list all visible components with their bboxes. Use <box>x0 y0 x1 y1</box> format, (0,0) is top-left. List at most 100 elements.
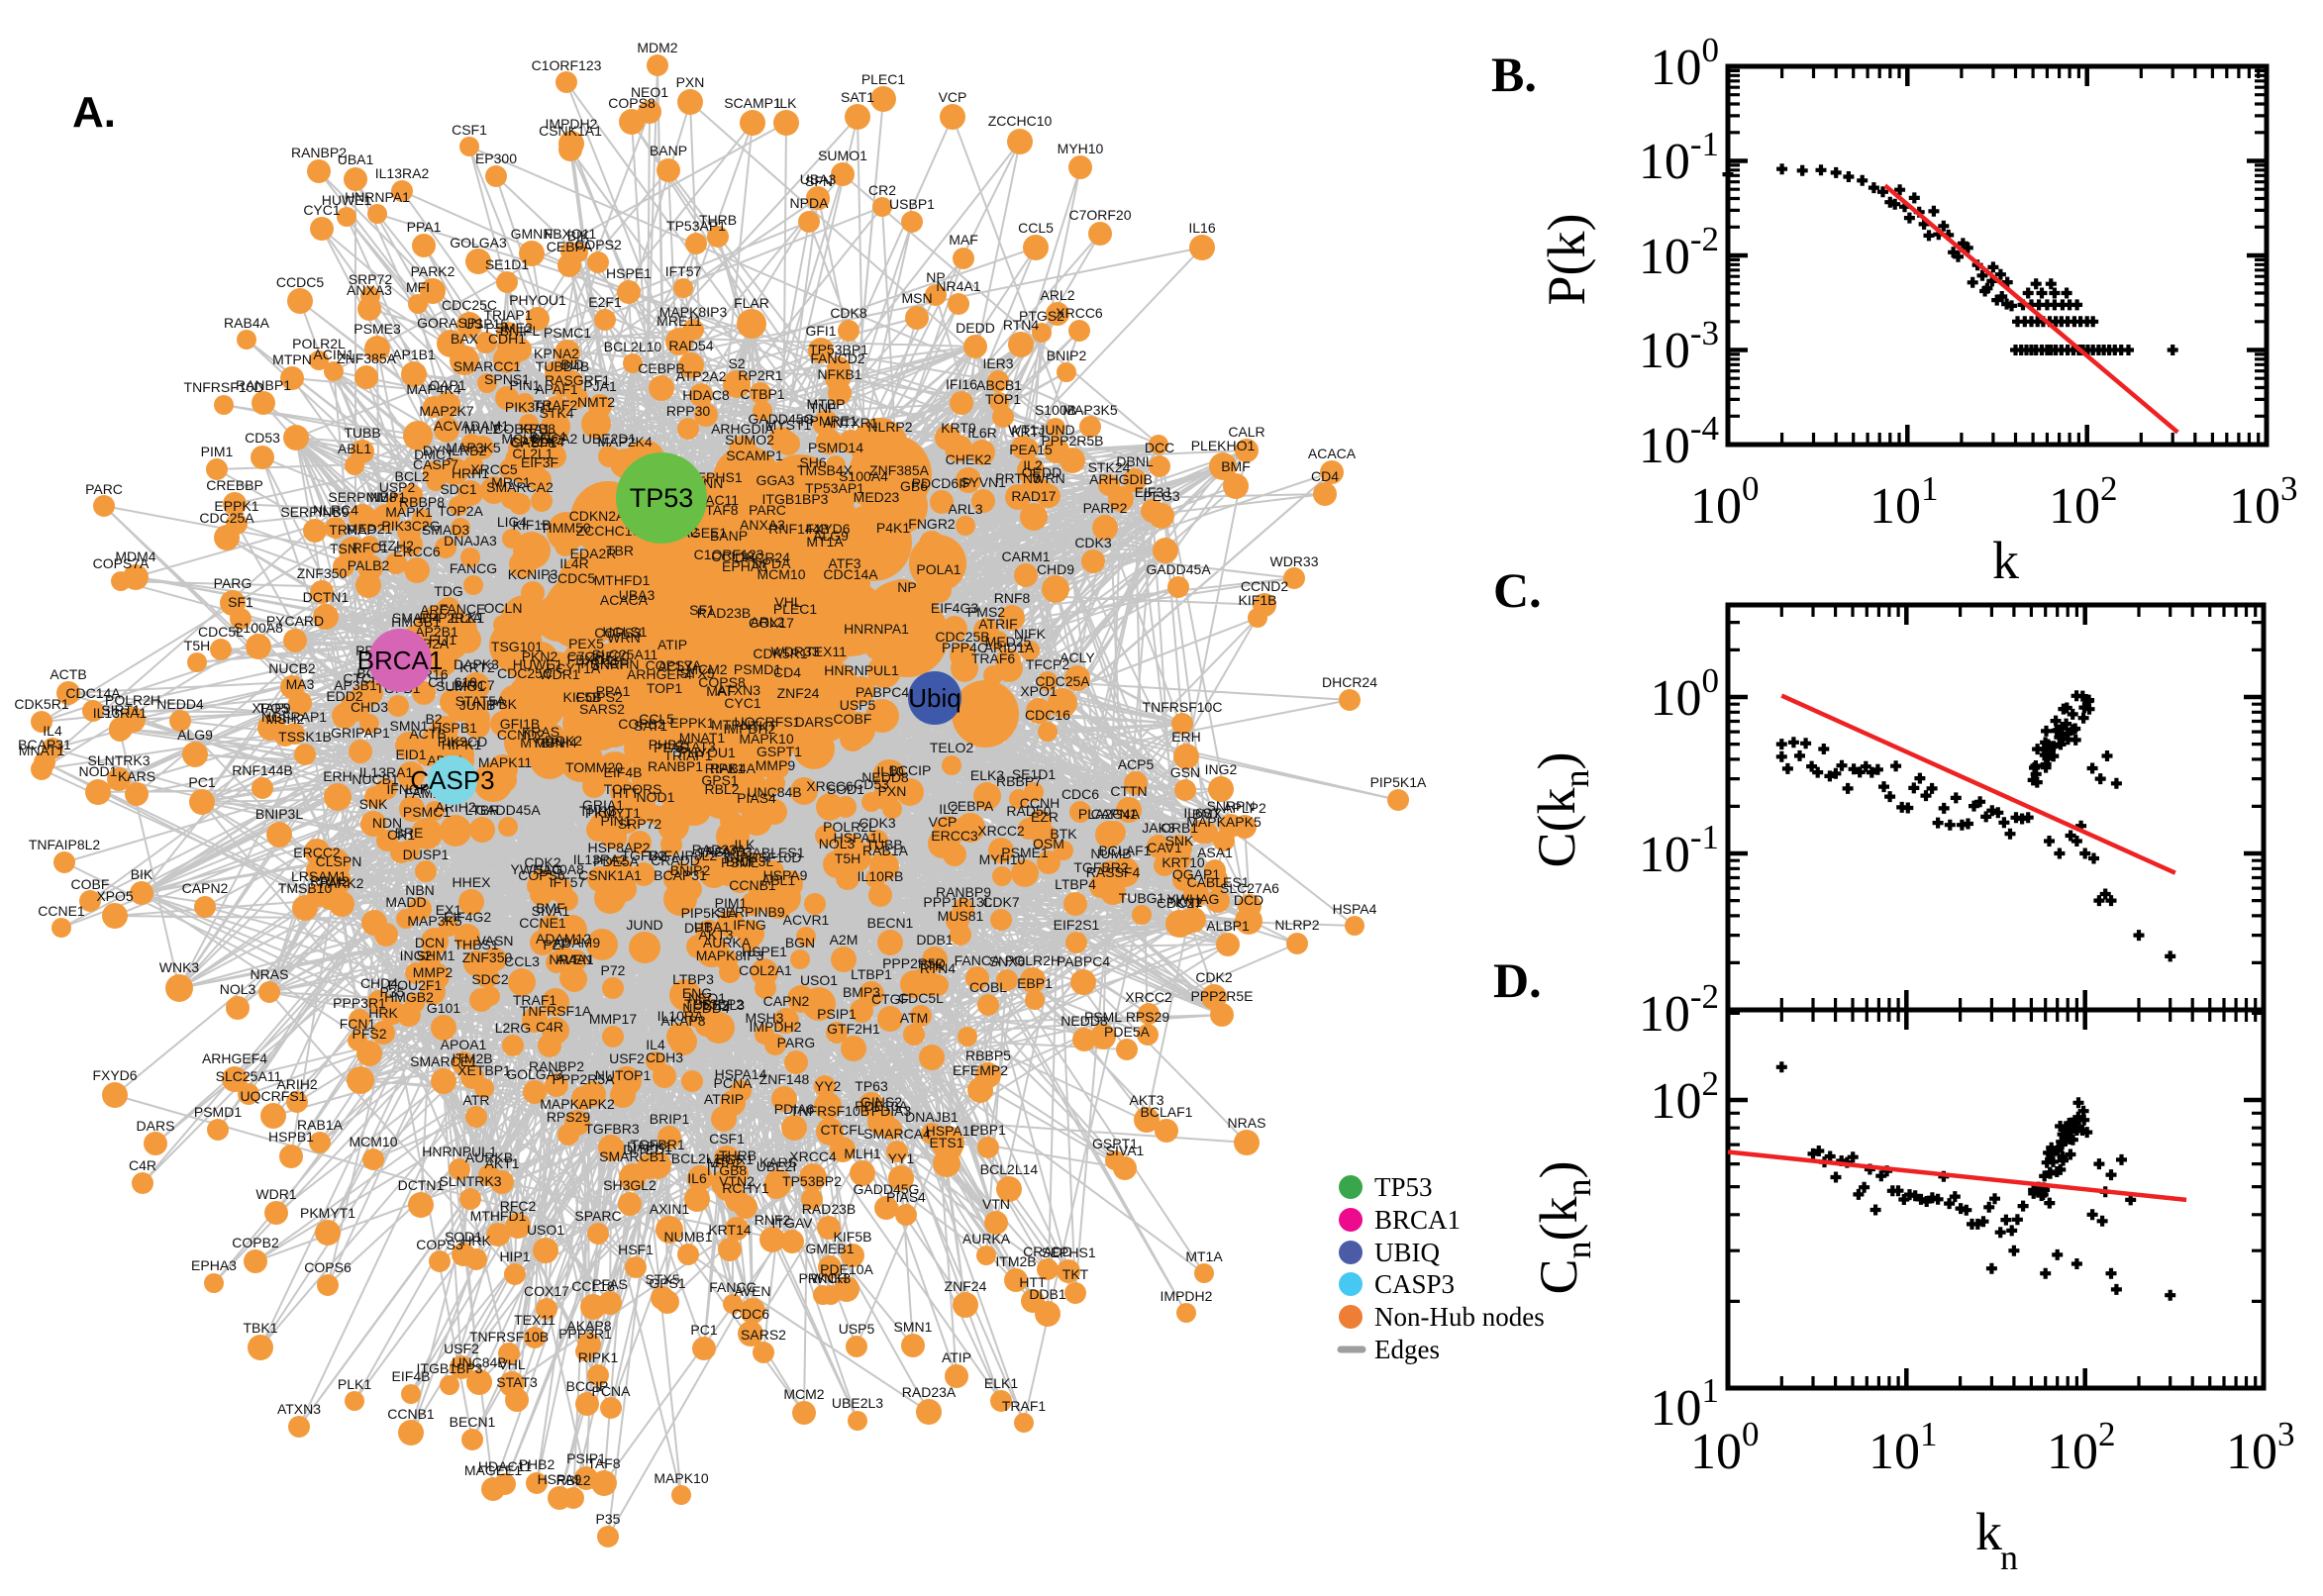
svg-text:NRAS: NRAS <box>1228 1115 1266 1131</box>
svg-text:TNF: TNF <box>809 400 836 416</box>
svg-text:GFI1: GFI1 <box>805 323 836 339</box>
svg-text:CD4: CD4 <box>1311 468 1339 484</box>
svg-text:PALB2: PALB2 <box>348 557 390 573</box>
svg-text:TKT: TKT <box>1062 1266 1089 1282</box>
svg-text:RANBP2: RANBP2 <box>529 1058 584 1074</box>
svg-text:RFC2: RFC2 <box>500 1198 537 1214</box>
svg-text:APLP2: APLP2 <box>1223 800 1266 816</box>
svg-text:MLH1: MLH1 <box>844 1146 881 1161</box>
svg-text:AKT3: AKT3 <box>698 927 733 943</box>
svg-text:HTT: HTT <box>612 785 640 801</box>
svg-text:ASA1: ASA1 <box>1197 845 1233 860</box>
svg-text:KRT2: KRT2 <box>459 659 495 675</box>
svg-text:10-1: 10-1 <box>1639 125 1719 190</box>
svg-text:AVEN: AVEN <box>556 951 592 967</box>
svg-text:USF2: USF2 <box>609 1050 645 1066</box>
svg-text:GORASP1: GORASP1 <box>417 315 484 331</box>
svg-text:MSH2: MSH2 <box>266 711 305 727</box>
svg-text:APAF1: APAF1 <box>535 381 578 397</box>
svg-text:NP: NP <box>926 269 945 285</box>
svg-text:SNK: SNK <box>359 796 388 812</box>
svg-text:CDC25A: CDC25A <box>199 510 254 526</box>
svg-text:HSPA1L: HSPA1L <box>926 1123 978 1139</box>
svg-text:NR4A1: NR4A1 <box>936 278 980 294</box>
svg-text:BNIP3L: BNIP3L <box>255 806 303 822</box>
svg-text:RCHY1: RCHY1 <box>722 1180 769 1196</box>
svg-text:GRIA1: GRIA1 <box>582 797 624 813</box>
svg-text:UBE2D1: UBE2D1 <box>582 431 637 447</box>
svg-text:RAB4A: RAB4A <box>224 315 270 331</box>
svg-text:SH6: SH6 <box>799 454 826 470</box>
svg-text:103: 103 <box>2226 1415 2295 1480</box>
svg-text:PSMC1: PSMC1 <box>544 325 591 341</box>
svg-text:100: 100 <box>1651 661 1720 727</box>
svg-text:LTBP4: LTBP4 <box>1055 876 1096 892</box>
svg-text:HIP1: HIP1 <box>499 1248 530 1264</box>
svg-text:DCC: DCC <box>1145 440 1174 455</box>
svg-text:MUS81: MUS81 <box>938 908 984 924</box>
svg-text:RNF144B: RNF144B <box>768 521 829 537</box>
svg-text:BIK: BIK <box>131 866 153 882</box>
svg-text:PHYOU1: PHYOU1 <box>678 745 736 760</box>
svg-text:COBF: COBF <box>71 876 110 892</box>
svg-text:STX5: STX5 <box>645 1271 679 1287</box>
svg-text:CCL18: CCL18 <box>711 549 755 564</box>
svg-text:CHD4: CHD4 <box>360 975 398 991</box>
svg-text:PPP3R1: PPP3R1 <box>333 995 386 1011</box>
svg-text:DCD: DCD <box>1234 892 1263 908</box>
svg-text:TGFBR1: TGFBR1 <box>630 1137 684 1152</box>
svg-text:PARG: PARG <box>214 575 252 591</box>
svg-text:SRP72: SRP72 <box>349 271 393 287</box>
svg-text:RASGRF1: RASGRF1 <box>545 372 610 388</box>
svg-text:POLR2L: POLR2L <box>823 819 876 835</box>
svg-text:FNGR2: FNGR2 <box>908 516 956 532</box>
svg-text:C4R: C4R <box>536 1019 563 1035</box>
svg-text:PPP2R5D: PPP2R5D <box>882 955 946 971</box>
svg-text:EBP1: EBP1 <box>1017 975 1053 991</box>
svg-text:A2M: A2M <box>830 932 858 948</box>
svg-text:PARG: PARG <box>777 1035 816 1050</box>
svg-text:FXYD6: FXYD6 <box>92 1067 137 1083</box>
svg-text:CABLES1: CABLES1 <box>1186 874 1249 890</box>
svg-text:ATRIF: ATRIF <box>978 616 1017 632</box>
svg-text:TNFAIP8L2: TNFAIP8L2 <box>646 848 718 863</box>
svg-text:PLA2G4A: PLA2G4A <box>1078 806 1141 822</box>
svg-text:HTT: HTT <box>1019 1274 1047 1290</box>
svg-text:OSM: OSM <box>1033 836 1064 851</box>
svg-text:DPT: DPT <box>684 920 712 936</box>
svg-text:KRT1: KRT1 <box>1011 424 1047 440</box>
svg-text:PIK3R1: PIK3R1 <box>505 399 553 415</box>
svg-text:USP5: USP5 <box>840 697 876 713</box>
svg-text:KIF1B: KIF1B <box>513 517 552 533</box>
svg-text:COPS8: COPS8 <box>698 674 746 690</box>
svg-text:PKMYT1: PKMYT1 <box>300 1205 355 1221</box>
svg-text:POLR2H: POLR2H <box>1005 952 1060 968</box>
svg-text:SMN1: SMN1 <box>894 1319 933 1335</box>
svg-text:CDK2: CDK2 <box>1195 969 1233 985</box>
svg-text:POLR2H: POLR2H <box>105 692 160 708</box>
svg-text:HCLS1: HCLS1 <box>602 624 647 640</box>
svg-text:NPDA: NPDA <box>790 195 830 211</box>
svg-text:NUCB2: NUCB2 <box>268 660 316 676</box>
svg-text:LIG4: LIG4 <box>497 514 528 530</box>
svg-text:PSME3: PSME3 <box>705 844 753 859</box>
svg-text:NOL3: NOL3 <box>220 981 256 997</box>
svg-text:IL4: IL4 <box>43 723 62 739</box>
svg-text:HDAC8: HDAC8 <box>682 387 730 403</box>
svg-text:THRB: THRB <box>699 212 737 228</box>
svg-text:ETS1: ETS1 <box>929 1135 963 1150</box>
svg-text:TEX11: TEX11 <box>805 644 847 659</box>
svg-text:PSMC1: PSMC1 <box>403 804 451 820</box>
svg-text:CDC25C: CDC25C <box>442 297 497 313</box>
svg-text:FBXO11: FBXO11 <box>545 226 597 242</box>
svg-text:KIF5B: KIF5B <box>834 1229 872 1245</box>
svg-text:TGFBR3: TGFBR3 <box>584 1121 639 1137</box>
svg-text:NFKB1: NFKB1 <box>817 366 861 382</box>
svg-text:FLI1: FLI1 <box>429 632 456 648</box>
svg-text:TRAF2: TRAF2 <box>534 397 578 413</box>
svg-text:DNAJB1: DNAJB1 <box>905 1109 959 1125</box>
svg-text:STAT3: STAT3 <box>496 1374 538 1390</box>
svg-text:ATM: ATM <box>900 1010 929 1026</box>
svg-text:TGFB2: TGFB2 <box>621 848 665 863</box>
svg-text:PIP5K1A: PIP5K1A <box>681 905 738 921</box>
